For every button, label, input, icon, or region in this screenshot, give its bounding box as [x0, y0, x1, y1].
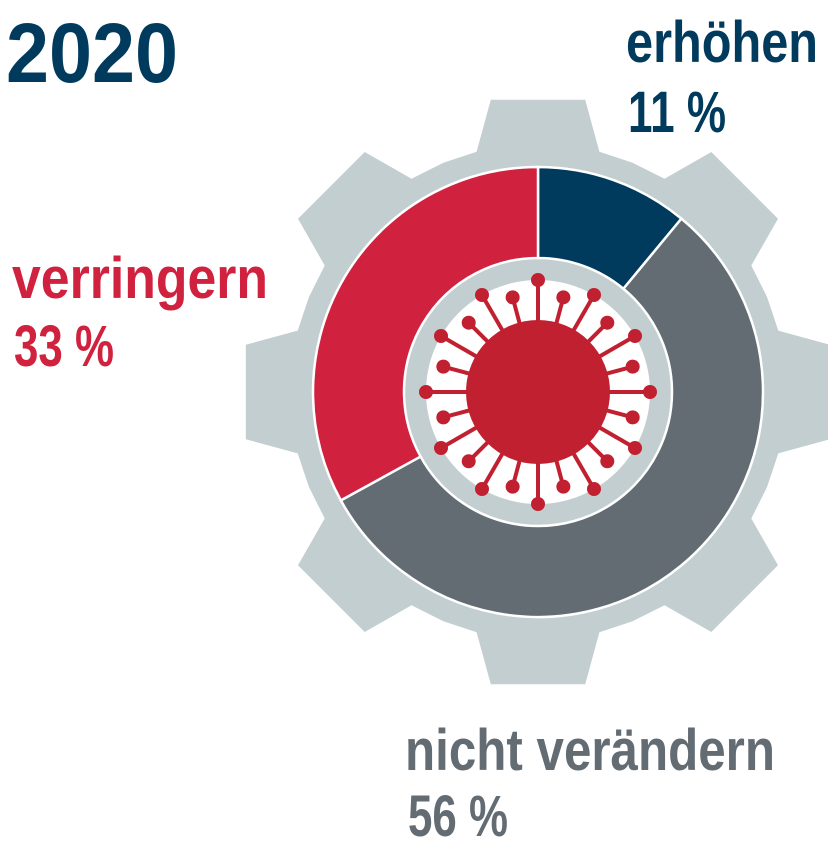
virus-spike-head — [436, 410, 451, 425]
chart-title: 2020 — [6, 6, 178, 100]
virus-body — [466, 320, 610, 464]
virus-spike-head — [587, 288, 601, 303]
virus-spike-head — [475, 481, 489, 496]
virus-spike-head — [625, 410, 640, 425]
virus-spike-head — [505, 290, 520, 305]
virus-icon — [419, 273, 657, 511]
donut-slice — [311, 165, 540, 503]
virus-spike-head — [643, 385, 657, 399]
virus-spike-head — [436, 359, 451, 374]
virus-spike-head — [461, 454, 476, 469]
value-label: 56 % — [408, 784, 508, 842]
virus-spike-head — [475, 288, 489, 303]
virus-spike-head — [434, 441, 449, 455]
virus-spike-head — [556, 479, 571, 494]
virus-spike-head — [556, 290, 571, 305]
category-label: verringern — [12, 246, 268, 311]
virus-spike-head — [434, 329, 449, 343]
virus-spike-head — [505, 479, 520, 494]
category-label: nicht verändern — [405, 718, 775, 783]
virus-spike-head — [461, 315, 476, 330]
virus-spike-head — [625, 359, 640, 374]
value-label: 11 % — [628, 80, 726, 145]
virus-spike-head — [600, 315, 615, 330]
virus-spike-head — [531, 273, 545, 287]
virus-spike-head — [419, 385, 433, 399]
donut — [311, 165, 765, 619]
virus-spike-head — [587, 481, 601, 496]
virus-spike-head — [600, 454, 615, 469]
virus-spike-head — [627, 441, 642, 455]
virus-spike-head — [531, 497, 545, 511]
value-label: 33 % — [14, 314, 114, 379]
donut-slice — [339, 216, 765, 619]
category-label: erhöhen — [626, 10, 818, 75]
virus-spike-head — [627, 329, 642, 343]
